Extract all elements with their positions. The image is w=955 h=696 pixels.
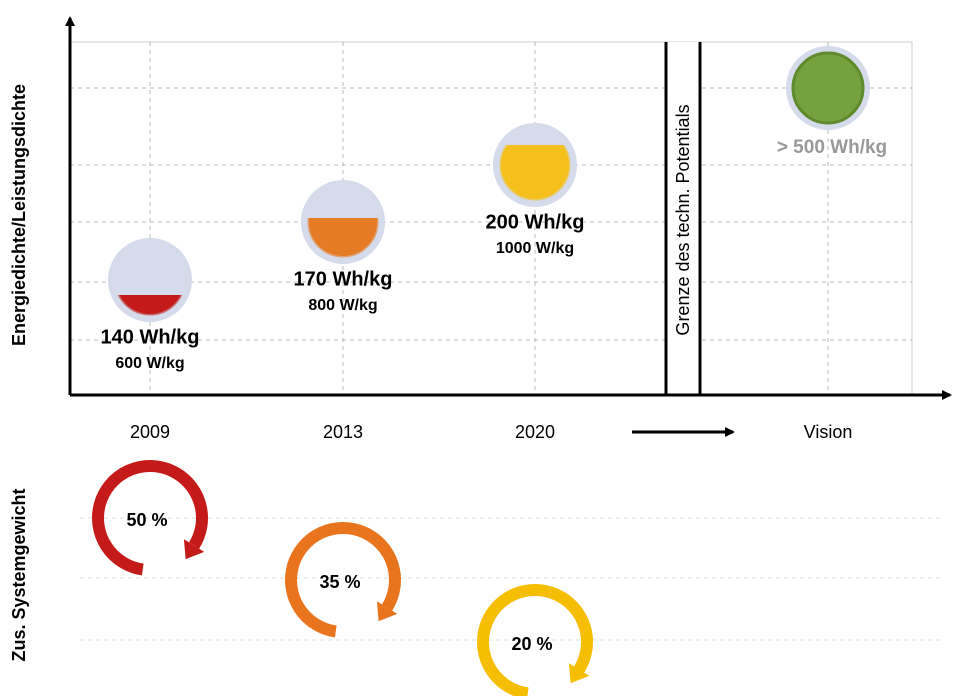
weight-grid bbox=[80, 517, 940, 641]
weight-ring bbox=[92, 460, 208, 576]
weight-ring bbox=[477, 584, 593, 696]
x-label: Vision bbox=[804, 422, 853, 442]
node-rim bbox=[307, 218, 379, 258]
energy-label: 140 Wh/kg bbox=[101, 326, 200, 348]
x-label: 2009 bbox=[130, 422, 170, 442]
energy-label: 170 Wh/kg bbox=[294, 268, 393, 290]
weight-label: 35 % bbox=[319, 572, 360, 592]
energy-label: 200 Wh/kg bbox=[486, 211, 585, 233]
node-fill bbox=[309, 218, 377, 256]
limit-band bbox=[666, 42, 700, 395]
node-rim bbox=[117, 295, 183, 316]
node-fill bbox=[501, 145, 569, 199]
weight-arrowhead bbox=[568, 663, 590, 684]
weight-arrowhead bbox=[183, 539, 205, 560]
power-label: 1000 W/kg bbox=[496, 240, 574, 257]
x-label: 2020 bbox=[515, 422, 555, 442]
limit-label: Grenze des techn. Potentials bbox=[673, 104, 693, 335]
y-axis-label: Energiedichte/Leistungsdichte bbox=[9, 84, 29, 346]
weight-label: 50 % bbox=[126, 510, 167, 530]
x-label: 2013 bbox=[323, 422, 363, 442]
node-fill bbox=[791, 51, 865, 125]
energy-label: > 500 Wh/kg bbox=[777, 137, 887, 158]
weight-label: 20 % bbox=[511, 634, 552, 654]
node-rim bbox=[499, 145, 571, 201]
weight-arrowhead bbox=[376, 601, 398, 622]
power-label: 800 W/kg bbox=[308, 297, 377, 314]
power-label: 600 W/kg bbox=[115, 355, 184, 372]
weight-ring bbox=[285, 522, 401, 638]
weight-axis-label: Zus. Systemgewicht bbox=[9, 488, 29, 661]
